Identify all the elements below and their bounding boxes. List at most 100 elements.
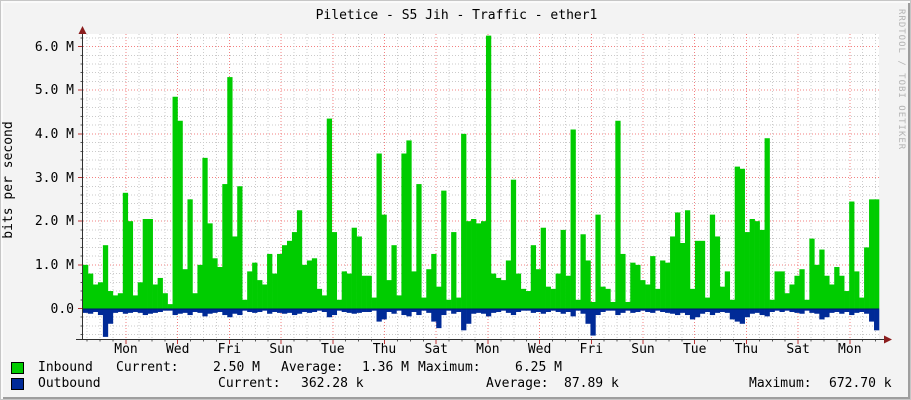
outbound-area-bar (505, 308, 512, 313)
inbound-area-bar (505, 260, 512, 309)
y-axis-arrow-icon (78, 26, 87, 34)
inbound-area-bar (739, 168, 745, 309)
inbound-area-bar (107, 291, 114, 309)
inbound-area-bar (421, 297, 427, 309)
outbound-area-bar (595, 308, 601, 316)
outbound-area-bar (277, 308, 283, 313)
outbound-area-bar (610, 308, 616, 311)
outbound-area-bar (406, 308, 412, 317)
stat-label: Average: (486, 376, 549, 391)
stat-value: 1.36 M (362, 360, 409, 375)
inbound-area-bar (694, 240, 701, 309)
inbound-area-bar (247, 271, 253, 309)
outbound-area-bar (794, 308, 800, 313)
x-tick-label: Sat (786, 342, 810, 357)
outbound-area-bar (660, 308, 666, 312)
outbound-area-bar (411, 308, 417, 312)
inbound-area-bar (381, 214, 387, 309)
inbound-area-bar (232, 236, 238, 309)
inbound-area-bar (854, 271, 860, 309)
inbound-area-bar (789, 284, 795, 309)
outbound-area-bar (500, 308, 507, 311)
inbound-area-bar (222, 184, 228, 309)
inbound-area-bar (262, 284, 268, 309)
outbound-area-bar (331, 308, 338, 316)
legend-outbound-swatch (11, 378, 24, 390)
outbound-area-bar (520, 308, 527, 311)
outbound-area-bar (282, 308, 288, 314)
y-tick-label: 2.0 M (34, 214, 74, 230)
outbound-area-bar (222, 308, 228, 316)
outbound-area-bar (774, 308, 780, 311)
inbound-area-bar (655, 288, 661, 309)
outbound-area-bar (286, 308, 293, 313)
outbound-area-bar (217, 308, 223, 312)
inbound-area-bar (779, 271, 785, 309)
outbound-area-bar (630, 308, 636, 313)
inbound-area-bar (391, 245, 397, 309)
outbound-area-bar (107, 308, 114, 324)
outbound-area-bar (471, 308, 477, 314)
inbound-area-bar (282, 245, 288, 309)
outbound-area-bar (729, 308, 736, 320)
inbound-area-bar (829, 284, 835, 309)
outbound-area-bar (550, 308, 556, 311)
outbound-area-bar (461, 308, 467, 331)
inbound-area-bar (510, 179, 517, 309)
inbound-area-bar (122, 192, 129, 309)
inbound-area-bar (490, 273, 497, 309)
inbound-area-bar (456, 297, 462, 309)
inbound-area-bar (466, 221, 472, 309)
inbound-area-bar (147, 219, 153, 309)
x-tick-label: Sun (631, 342, 655, 357)
inbound-area-bar (699, 240, 706, 309)
outbound-area-bar (734, 308, 740, 322)
inbound-area-bar (515, 273, 522, 309)
x-tick-label: Thu (734, 342, 759, 357)
inbound-area-bar (212, 258, 218, 309)
outbound-area-bar (824, 308, 830, 318)
outbound-area-bar (864, 308, 870, 314)
outbound-area-bar (769, 308, 775, 312)
outbound-area-bar (112, 308, 119, 313)
inbound-area-bar (680, 243, 686, 309)
outbound-area-bar (431, 308, 437, 322)
outbound-area-bar (346, 308, 352, 313)
stat-value: 672.70 k (829, 376, 892, 391)
inbound-area-bar (485, 35, 492, 309)
outbound-area-bar (371, 308, 377, 311)
outbound-area-bar (620, 308, 626, 313)
inbound-area-bar (759, 229, 765, 309)
inbound-area-bar (575, 299, 581, 309)
outbound-area-bar (530, 308, 537, 313)
inbound-area-bar (132, 295, 139, 309)
inbound-area-bar (401, 153, 407, 309)
inbound-area-bar (869, 199, 875, 309)
inbound-area-bar (127, 221, 134, 309)
inbound-area-bar (540, 227, 546, 309)
inbound-area-bar (714, 236, 721, 309)
inbound-area-bar (257, 280, 263, 309)
outbound-area-bar (749, 308, 755, 314)
inbound-area-bar (316, 288, 323, 309)
inbound-area-bar (550, 288, 556, 309)
outbound-area-bar (739, 308, 745, 324)
inbound-area-bar (202, 157, 208, 309)
inbound-area-bar (560, 229, 566, 309)
inbound-area-bar (615, 120, 621, 309)
outbound-area-bar (560, 308, 566, 314)
inbound-area-bar (291, 232, 298, 309)
inbound-area-bar (844, 291, 850, 309)
outbound-area-bar (446, 308, 452, 311)
inbound-area-bar (650, 256, 656, 309)
outbound-area-bar (759, 308, 765, 316)
outbound-area-bar (640, 308, 646, 311)
y-axis-label: bits per second (1, 121, 16, 239)
outbound-area-bar (694, 308, 701, 318)
inbound-area-bar (83, 264, 89, 309)
x-tick-label: Mon (476, 342, 500, 357)
y-tick-label: 6.0 M (34, 39, 74, 55)
inbound-area-bar (849, 201, 855, 309)
